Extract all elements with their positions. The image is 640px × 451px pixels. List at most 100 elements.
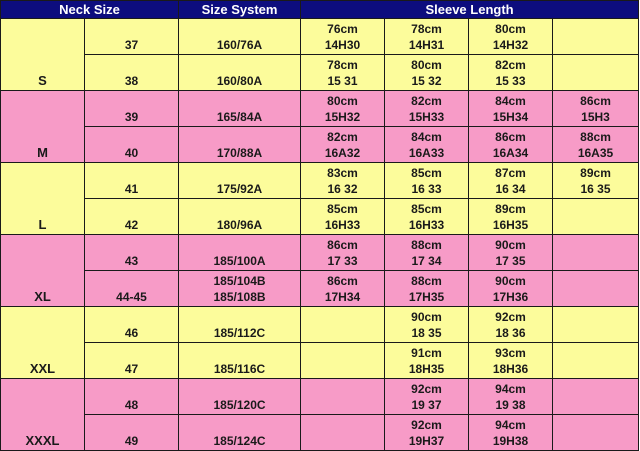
sleeve-code: 16H33 xyxy=(324,217,361,232)
sleeve-length-cm: 89cm xyxy=(580,165,611,180)
sleeve-length-cm: 83cm xyxy=(327,165,358,180)
sleeve-length-cell xyxy=(552,198,640,235)
table-row: 42 180/96A 85cm 16H33 85cm 16H33 89cm 16H35 xyxy=(1,198,640,235)
sleeve-code: 18H35 xyxy=(408,361,445,376)
sleeve-length-cm: 90cm xyxy=(495,273,526,288)
sleeve-length-cm: 90cm xyxy=(411,309,442,324)
sleeve-code: 15H3 xyxy=(581,109,610,124)
sleeve-code: 17 34 xyxy=(411,253,442,268)
size-label: L xyxy=(0,162,85,235)
sleeve-length-cm: 92cm xyxy=(411,381,442,396)
table-row: XL 43 185/100A 86cm 17 33 88cm 17 34 90cm 17 35 xyxy=(0,234,640,307)
sleeve-length-cell: 84cm 15H34 xyxy=(468,90,554,127)
sleeve-length-cm: 92cm xyxy=(411,417,442,432)
sleeve-length-cell: 91cm 18H35 xyxy=(384,342,470,379)
sleeve-length-cell: 80cm 15H32 xyxy=(300,90,386,127)
sleeve-length-cm: 82cm xyxy=(495,57,526,72)
sleeve-length-cm: 82cm xyxy=(411,93,442,108)
sleeve-code: 19H37 xyxy=(408,433,445,448)
sleeve-length-cm: 86cm xyxy=(580,93,611,108)
sleeve-length-cm: 82cm xyxy=(327,129,358,144)
sleeve-length-cell: 93cm 18H36 xyxy=(468,342,554,379)
sleeve-length-cell: 90cm 17 35 xyxy=(468,234,554,271)
sleeve-code: 17H35 xyxy=(408,289,445,304)
sleeve-length-header: Sleeve Length xyxy=(300,0,640,19)
sleeve-length-cm: 93cm xyxy=(495,345,526,360)
sleeve-length-cell: 78cm 14H31 xyxy=(384,18,470,55)
sleeve-length-cm: 80cm xyxy=(327,93,358,108)
sleeve-length-cell: 87cm 16 34 xyxy=(468,162,554,199)
sleeve-length-cell: 80cm 14H32 xyxy=(468,18,554,55)
size-system-cell: 185/120C xyxy=(178,378,302,415)
sleeve-length-cell xyxy=(552,54,640,91)
neck-size-cell: 41 xyxy=(83,162,180,199)
size-system-value: 185/124C xyxy=(213,434,266,448)
sleeve-code: 15 32 xyxy=(411,73,442,88)
sleeve-code: 16A32 xyxy=(324,145,361,160)
sleeve-length-cell xyxy=(300,306,386,343)
table-row: 40 170/88A 82cm 16A32 84cm 16A33 86cm 16A34 88cm… xyxy=(1,126,640,163)
sleeve-length-cm: 90cm xyxy=(495,237,526,252)
sleeve-length-cell: 76cm 14H30 xyxy=(300,18,386,55)
sleeve-length-cell: 85cm 16H33 xyxy=(384,198,470,235)
sleeve-length-cm: 89cm xyxy=(495,201,526,216)
size-system-cell: 170/88A xyxy=(178,126,302,163)
neck-size-cell: 47 xyxy=(83,342,180,379)
sleeve-length-cm: 85cm xyxy=(411,165,442,180)
sleeve-code: 16A35 xyxy=(577,145,614,160)
table-row: L 41 175/92A 83cm 16 32 85cm 16 33 87cm 16 34 89c… xyxy=(0,162,640,235)
sleeve-length-cell: 88cm 16A35 xyxy=(552,126,640,163)
sleeve-code: 16 33 xyxy=(411,181,442,196)
sleeve-length-cm: 84cm xyxy=(495,93,526,108)
sleeve-length-cell xyxy=(552,306,640,343)
sleeve-length-cell: 92cm 19 37 xyxy=(384,378,470,415)
sleeve-length-cm: 86cm xyxy=(495,129,526,144)
sleeve-length-cm: 80cm xyxy=(495,21,526,36)
sleeve-code: 15H34 xyxy=(492,109,529,124)
neck-size-header: Neck Size xyxy=(0,0,180,19)
size-system-value: 160/80A xyxy=(216,74,263,88)
sleeve-length-cell: 86cm 17H34 xyxy=(300,270,386,307)
sleeve-length-cell xyxy=(552,270,640,307)
sleeve-length-cm: 91cm xyxy=(411,345,442,360)
sleeve-length-cell: 86cm 17 33 xyxy=(300,234,386,271)
sleeve-length-cm: 85cm xyxy=(411,201,442,216)
sleeve-length-cell: 94cm 19 38 xyxy=(468,378,554,415)
size-system-cell: 185/100A xyxy=(178,234,302,271)
sleeve-length-cm: 94cm xyxy=(495,381,526,396)
neck-size-cell: 38 xyxy=(83,54,180,91)
sleeve-length-cell: 80cm 15 32 xyxy=(384,54,470,91)
sleeve-length-cell: 82cm 15H33 xyxy=(384,90,470,127)
table-row: XXXL 48 185/120C 92cm 19 37 94cm 19 38 xyxy=(0,378,640,451)
sleeve-length-cm: 80cm xyxy=(411,57,442,72)
sleeve-length-cm: 78cm xyxy=(411,21,442,36)
sleeve-length-cm: 85cm xyxy=(327,201,358,216)
size-system-cell: 165/84A xyxy=(178,90,302,127)
sleeve-code: 14H31 xyxy=(408,37,445,52)
size-system-cell: 185/104B 185/108B xyxy=(178,270,302,307)
sleeve-length-cell: 82cm 16A32 xyxy=(300,126,386,163)
sleeve-length-cm: 78cm xyxy=(327,57,358,72)
sleeve-code: 16 34 xyxy=(495,181,526,196)
table-row: 47 185/116C 91cm 18H35 93cm 18H36 xyxy=(1,342,640,379)
sleeve-code: 16H35 xyxy=(492,217,529,232)
table-row: M 39 165/84A 80cm 15H32 82cm 15H33 84cm 15H34 86c… xyxy=(0,90,640,163)
sleeve-length-cell: 89cm 16H35 xyxy=(468,198,554,235)
sleeve-length-cell: 85cm 16 33 xyxy=(384,162,470,199)
size-system-value: 185/112C xyxy=(213,326,266,340)
sleeve-length-cell xyxy=(300,342,386,379)
size-system-value: 160/76A xyxy=(216,38,263,52)
table-row: 38 160/80A 78cm 15 31 80cm 15 32 82cm 15 33 xyxy=(1,54,640,91)
size-system-value: 185/100A xyxy=(213,254,266,268)
sleeve-length-cell xyxy=(552,378,640,415)
sleeve-code: 14H30 xyxy=(324,37,361,52)
neck-size-cell: 40 xyxy=(83,126,180,163)
sleeve-length-cell: 92cm 19H37 xyxy=(384,414,470,451)
sleeve-code: 14H32 xyxy=(492,37,529,52)
sleeve-length-cell: 86cm 16A34 xyxy=(468,126,554,163)
neck-size-cell: 46 xyxy=(83,306,180,343)
sleeve-length-cm: 86cm xyxy=(327,237,358,252)
sleeve-length-cell: 85cm 16H33 xyxy=(300,198,386,235)
sleeve-code: 16 35 xyxy=(580,181,611,196)
sleeve-length-cm: 87cm xyxy=(495,165,526,180)
